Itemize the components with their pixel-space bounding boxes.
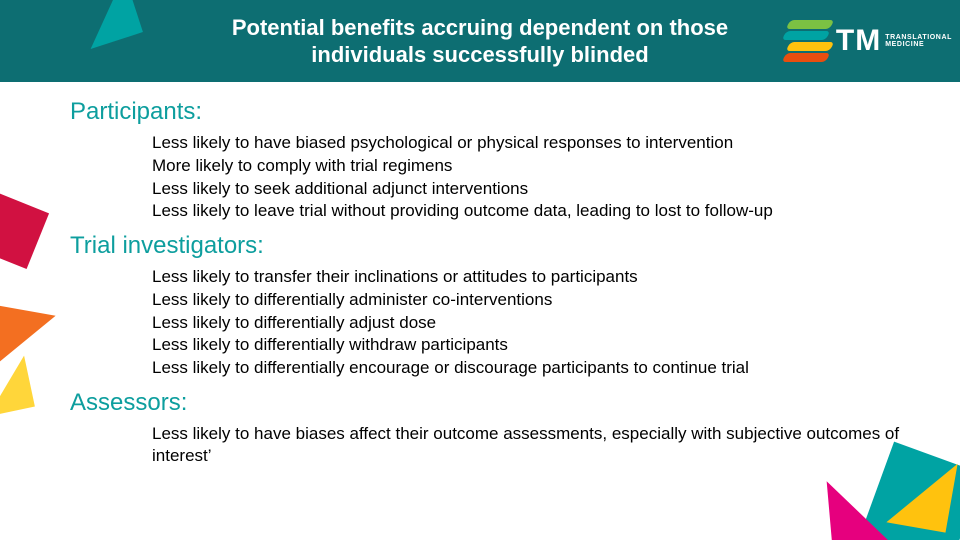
list-item: Less likely to leave trial without provi…: [152, 200, 920, 222]
section-heading-investigators: Trial investigators:: [70, 232, 920, 260]
list-item: Less likely to differentially adjust dos…: [152, 312, 920, 334]
brand-logo: TM TRANSLATIONAL MEDICINE: [786, 0, 960, 82]
logo-subtitle: TRANSLATIONAL MEDICINE: [885, 34, 952, 49]
content-area: Participants: Less likely to have biased…: [0, 82, 960, 466]
list-item: Less likely to differentially encourage …: [152, 357, 920, 379]
logo-initials: TM: [836, 24, 881, 58]
logo-stripes-icon: [786, 20, 828, 62]
list-item: Less likely to differentially administer…: [152, 289, 920, 311]
header-bar: Potential benefits accruing dependent on…: [0, 0, 960, 82]
section-body-investigators: Less likely to transfer their inclinatio…: [70, 266, 920, 379]
section-body-assessors: Less likely to have biases affect their …: [70, 423, 920, 467]
decoration-triangle-yellow: [886, 453, 957, 532]
list-item: Less likely to transfer their inclinatio…: [152, 266, 920, 288]
list-item: Less likely to seek additional adjunct i…: [152, 178, 920, 200]
section-heading-participants: Participants:: [70, 98, 920, 126]
slide: Potential benefits accruing dependent on…: [0, 0, 960, 540]
list-item: Less likely to have biases affect their …: [152, 423, 920, 467]
logo-text: TM TRANSLATIONAL MEDICINE: [836, 24, 952, 58]
list-item: Less likely to have biased psychological…: [152, 132, 920, 154]
list-item: More likely to comply with trial regimen…: [152, 155, 920, 177]
section-body-participants: Less likely to have biased psychological…: [70, 132, 920, 222]
section-heading-assessors: Assessors:: [70, 389, 920, 417]
list-item: Less likely to differentially withdraw p…: [152, 334, 920, 356]
